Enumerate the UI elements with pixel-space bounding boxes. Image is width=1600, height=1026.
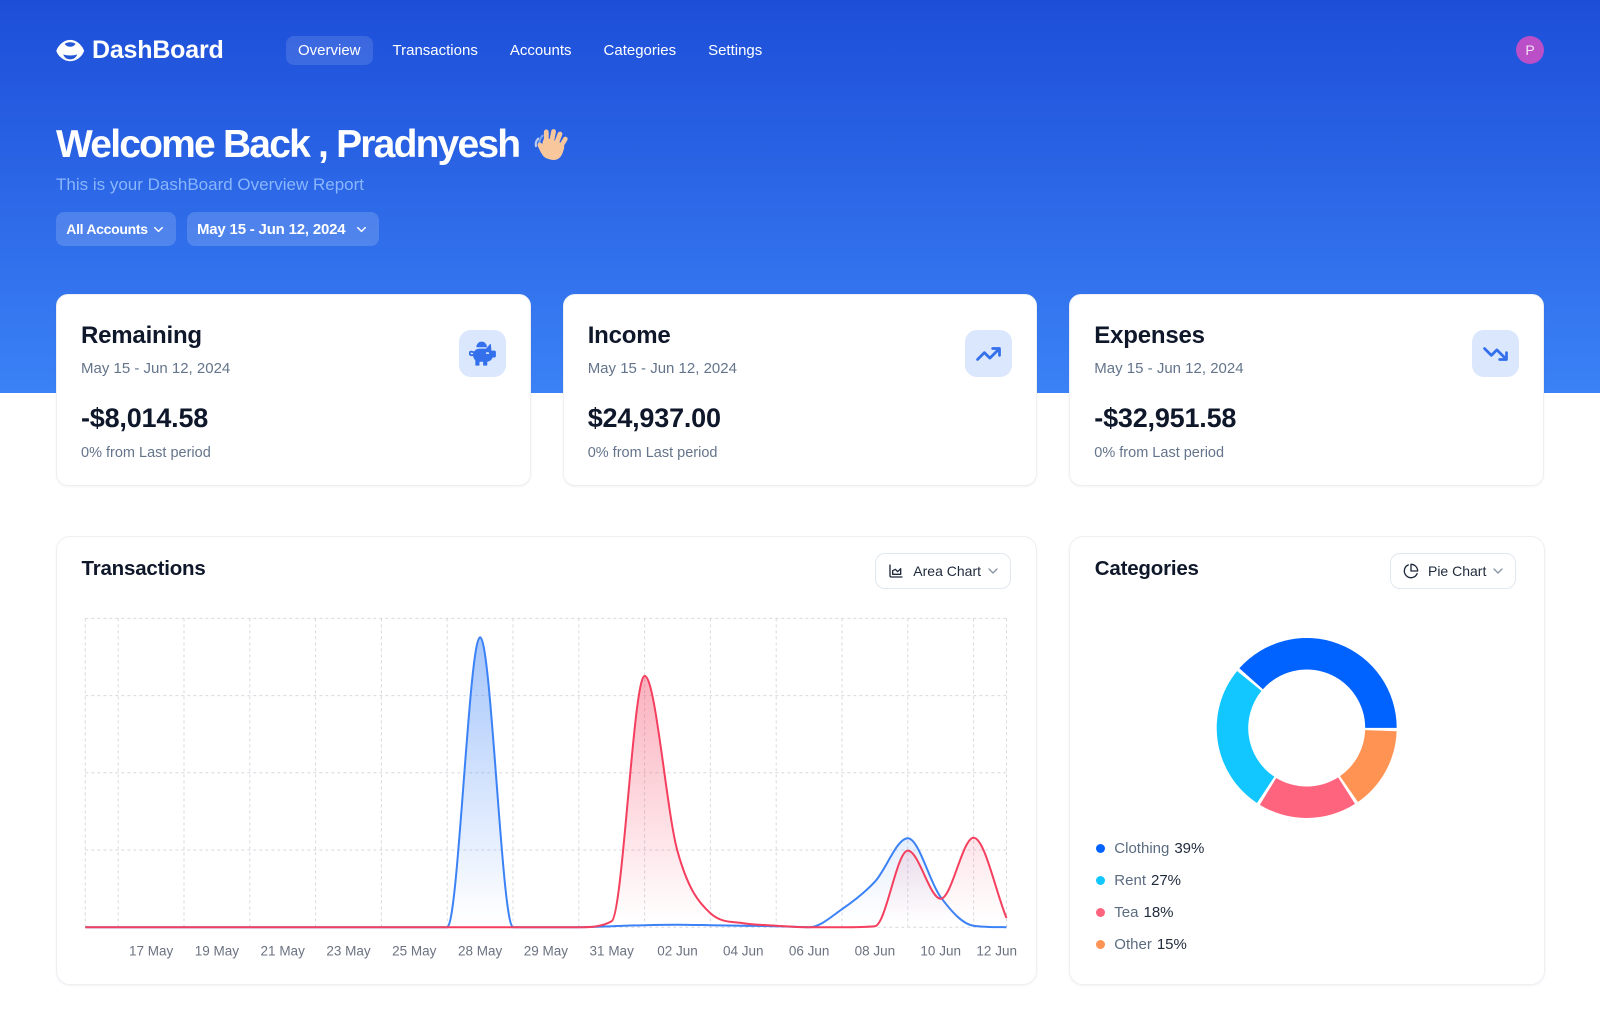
svg-text:31 May: 31 May <box>590 944 635 959</box>
svg-text:12 Jun: 12 Jun <box>976 944 1017 959</box>
svg-text:29 May: 29 May <box>524 944 569 959</box>
svg-text:08 Jun: 08 Jun <box>855 944 896 959</box>
svg-text:21 May: 21 May <box>261 944 306 959</box>
svg-text:19 May: 19 May <box>195 944 240 959</box>
svg-text:28 May: 28 May <box>458 944 503 959</box>
svg-text:23 May: 23 May <box>326 944 371 959</box>
svg-text:02 Jun: 02 Jun <box>657 944 698 959</box>
svg-text:17 May: 17 May <box>129 944 174 959</box>
svg-text:10 Jun: 10 Jun <box>920 944 961 959</box>
svg-text:06 Jun: 06 Jun <box>789 944 830 959</box>
svg-text:25 May: 25 May <box>392 944 437 959</box>
svg-text:04 Jun: 04 Jun <box>723 944 764 959</box>
